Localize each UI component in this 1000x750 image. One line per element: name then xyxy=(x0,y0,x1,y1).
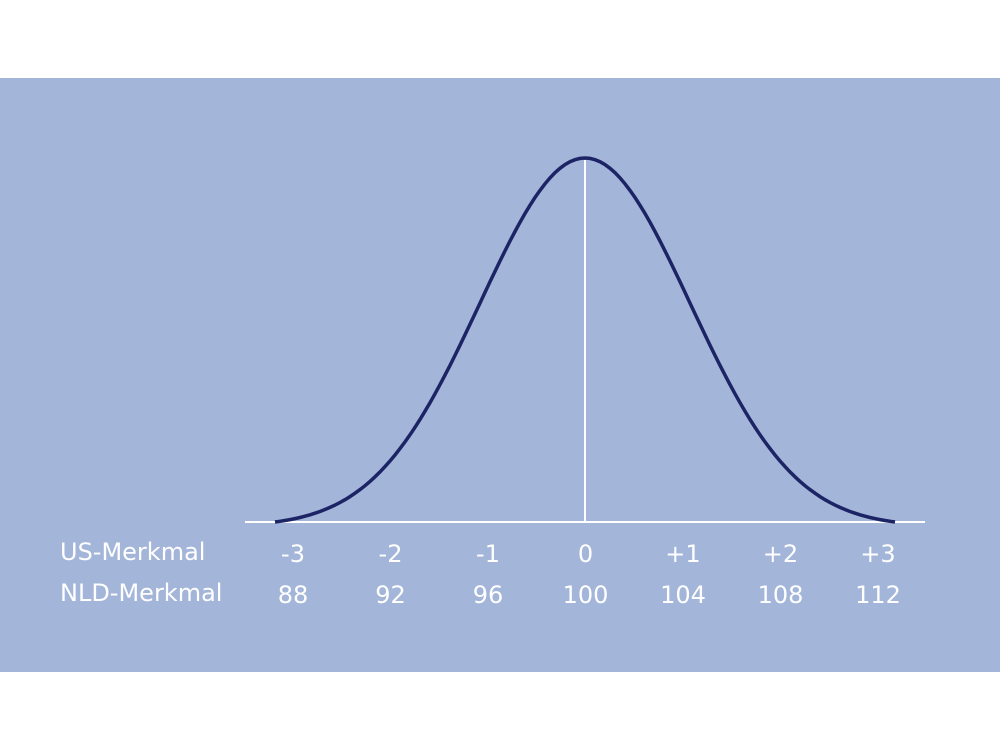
axis-label: 88 xyxy=(278,581,309,609)
axis-label: -3 xyxy=(281,540,305,568)
row-label: NLD-Merkmal xyxy=(60,579,222,607)
axis-label: 96 xyxy=(473,581,504,609)
axis-label: 108 xyxy=(758,581,804,609)
bell-curve xyxy=(274,156,896,524)
axis-label: +1 xyxy=(665,540,700,568)
axis-label: 112 xyxy=(855,581,901,609)
axis-label: 92 xyxy=(375,581,406,609)
row-label: US-Merkmal xyxy=(60,538,205,566)
axis-label: +3 xyxy=(860,540,895,568)
axis-label: +2 xyxy=(763,540,798,568)
axis-label: -2 xyxy=(379,540,403,568)
axis-label: 0 xyxy=(578,540,593,568)
panel xyxy=(0,78,1000,672)
axis-label: 104 xyxy=(660,581,706,609)
axis-label: -1 xyxy=(476,540,500,568)
axis-label: 100 xyxy=(563,581,609,609)
